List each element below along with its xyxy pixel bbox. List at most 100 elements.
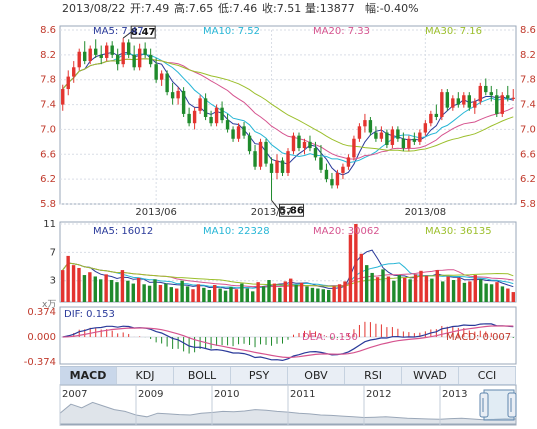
- price-candles: [61, 38, 515, 201]
- candle-body: [253, 151, 257, 167]
- overview-year-label: 2013: [442, 389, 467, 400]
- candle-body: [341, 166, 345, 173]
- price-tick-right: 6.2: [520, 174, 536, 185]
- header-low: 低:7.46: [218, 2, 257, 15]
- candle-body: [335, 172, 340, 186]
- candle-body: [280, 160, 285, 173]
- candle-body: [412, 138, 417, 142]
- macd-tick: -0.374: [24, 357, 56, 368]
- candle-body: [511, 97, 515, 99]
- candle-body: [506, 95, 510, 99]
- header-volume: 量:13877: [305, 2, 355, 15]
- candle-body: [352, 138, 356, 158]
- volume-bar: [169, 287, 173, 302]
- volume-bar: [126, 280, 130, 302]
- volume-bar: [147, 285, 152, 302]
- volume-bar: [316, 288, 320, 302]
- candle-body: [159, 73, 164, 80]
- candle-body: [379, 132, 384, 139]
- chart-header: 2013/08/22 开:7.49 高:7.65 低:7.46 收:7.51 量…: [62, 1, 419, 15]
- tab-macd[interactable]: MACD: [60, 367, 117, 384]
- tab-wvad[interactable]: WVAD: [402, 367, 459, 384]
- volume-bar: [299, 282, 304, 302]
- range-handle-right[interactable]: [507, 392, 517, 418]
- volume-bar: [337, 284, 342, 302]
- volume-bar: [278, 287, 282, 302]
- volume-bar: [424, 275, 429, 302]
- tab-cci[interactable]: CCI: [459, 367, 516, 384]
- candle-body: [478, 85, 482, 102]
- candle-body: [198, 98, 202, 111]
- candle-body: [214, 107, 219, 124]
- tab-kdj[interactable]: KDJ: [117, 367, 174, 384]
- volume-bar: [115, 282, 119, 302]
- candle-body: [456, 98, 461, 105]
- volume-bar: [218, 288, 222, 302]
- volume-bar: [408, 279, 412, 302]
- candle-body: [467, 95, 472, 108]
- candle-body: [275, 160, 279, 173]
- legend-ma10: MA10: 7.52: [203, 26, 260, 37]
- header-change: 幅:-0.40%: [365, 2, 419, 15]
- volume-bar: [435, 270, 439, 302]
- volume-bar: [441, 281, 445, 302]
- tab-rsi[interactable]: RSI: [345, 367, 402, 384]
- candle-body: [313, 148, 318, 158]
- price-legend: MA5: 7.47 MA10: 7.52 MA20: 7.33 MA30: 7.…: [93, 26, 482, 37]
- candle-body: [363, 120, 367, 127]
- candle-body: [368, 120, 373, 133]
- overview-year-label: 2012: [366, 389, 391, 400]
- volume-bar: [77, 267, 81, 302]
- candle-body: [126, 42, 131, 55]
- annotation-leader: [122, 31, 132, 39]
- volume-bar: [283, 281, 287, 302]
- candle-body: [308, 141, 312, 149]
- candle-body: [429, 113, 433, 124]
- volume-y-axis: 11 7 3: [43, 219, 56, 287]
- volume-bar: [120, 270, 125, 302]
- volume-bar: [343, 281, 347, 302]
- overview-year-label: 2007: [62, 389, 87, 400]
- range-handle-left[interactable]: [479, 392, 489, 418]
- price-tick-right: 6.6: [520, 149, 536, 160]
- candle-body: [258, 141, 263, 167]
- candle-body: [423, 123, 428, 133]
- candle-body: [236, 126, 241, 139]
- price-tick-right: 7.8: [520, 75, 536, 86]
- candle-body: [390, 129, 395, 145]
- macd-tick: 0.374: [27, 307, 56, 318]
- overview-range-selector[interactable]: [479, 389, 517, 421]
- tab-obv[interactable]: OBV: [288, 367, 345, 384]
- volume-bar: [327, 289, 331, 302]
- candle-body: [302, 141, 307, 149]
- candle-body: [61, 89, 65, 105]
- volume-bar: [462, 282, 467, 302]
- volume-bar: [185, 286, 190, 302]
- candle-body: [396, 129, 400, 139]
- candle-body: [209, 117, 213, 124]
- tab-psy[interactable]: PSY: [231, 367, 288, 384]
- volume-bar: [419, 270, 423, 302]
- tab-boll[interactable]: BOLL: [174, 367, 231, 384]
- candle-body: [407, 138, 411, 149]
- volume-bars: [61, 224, 515, 302]
- candle-body: [247, 135, 252, 152]
- overview-year-axis: 2007 2009 2010 2011 2012 2013: [59, 385, 467, 425]
- price-tick-right: 7.4: [520, 100, 536, 111]
- date-tick: 2013/08: [405, 207, 447, 218]
- volume-bar: [251, 291, 255, 302]
- candle-body: [346, 157, 351, 167]
- date-tick: 2013/07: [251, 207, 293, 218]
- volume-bar: [294, 284, 298, 302]
- volume-grid: [60, 223, 516, 282]
- date-axis: 2013/06 2013/07 2013/08: [135, 207, 446, 218]
- volume-bar: [305, 286, 309, 302]
- candle-body: [181, 90, 186, 114]
- volume-bar: [321, 289, 325, 302]
- candle-body: [473, 101, 477, 108]
- volume-bar: [392, 280, 396, 302]
- candle-body: [99, 54, 103, 58]
- candle-body: [374, 132, 378, 139]
- volume-bar: [267, 280, 271, 302]
- candle-body: [434, 113, 439, 117]
